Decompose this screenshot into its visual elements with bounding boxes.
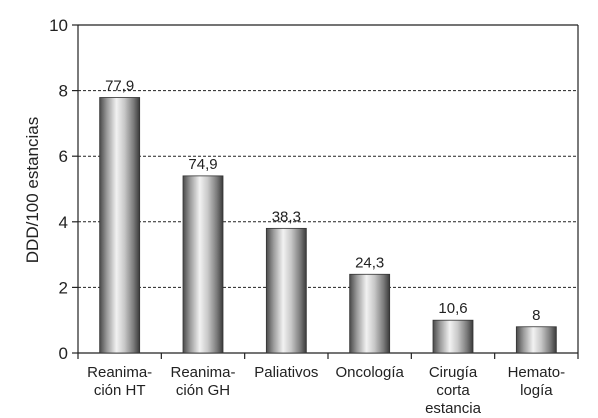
y-tick-label: 4 xyxy=(59,213,68,232)
category-label: Hemato-logía xyxy=(508,364,566,399)
category-label-line: ción GH xyxy=(176,382,230,399)
category-label-line: Paliativos xyxy=(254,364,318,381)
category-label-line: ción HT xyxy=(94,382,146,399)
category-label: Reanima-ción HT xyxy=(87,364,152,399)
gridlines xyxy=(78,90,578,288)
data-label: 10,6 xyxy=(438,300,467,317)
bar xyxy=(99,97,141,354)
category-label-line: Oncología xyxy=(335,364,404,381)
category-label-line: Cirugía xyxy=(429,364,478,381)
bar xyxy=(432,319,474,354)
bar xyxy=(265,227,307,354)
bars xyxy=(99,97,557,354)
y-tick-label: 0 xyxy=(59,344,68,363)
category-label-line: Hemato- xyxy=(508,364,566,381)
y-tick-label: 10 xyxy=(49,16,68,35)
category-label-line: corta xyxy=(436,382,470,399)
data-label: 77,9 xyxy=(105,77,134,94)
bar xyxy=(349,273,391,354)
data-label: 74,9 xyxy=(188,156,217,173)
category-label-line: logía xyxy=(520,382,553,399)
y-axis-title: DDD/100 estancias xyxy=(23,117,42,263)
bar xyxy=(515,326,557,354)
data-label: 38,3 xyxy=(272,208,301,225)
category-label: Oncología xyxy=(335,364,404,381)
category-label-line: Reanima- xyxy=(87,364,152,381)
data-label: 8 xyxy=(532,307,540,324)
category-label-line: Reanima- xyxy=(170,364,235,381)
data-label: 24,3 xyxy=(355,254,384,271)
y-tick-label: 2 xyxy=(59,278,68,297)
y-tick-label: 8 xyxy=(59,82,68,101)
category-label: Paliativos xyxy=(254,364,318,381)
category-label: Cirugía corta estancia xyxy=(425,364,482,417)
y-tick-label: 6 xyxy=(59,147,68,166)
category-label-line: estancia xyxy=(425,400,482,417)
axes xyxy=(72,24,579,359)
y-tick-labels: 0 2 4 6 8 10 xyxy=(49,16,68,363)
bar xyxy=(182,175,224,354)
category-label: Reanima-ción GH xyxy=(170,364,235,399)
data-labels: 77,9 74,9 38,3 24,3 10,6 8 xyxy=(105,77,540,323)
